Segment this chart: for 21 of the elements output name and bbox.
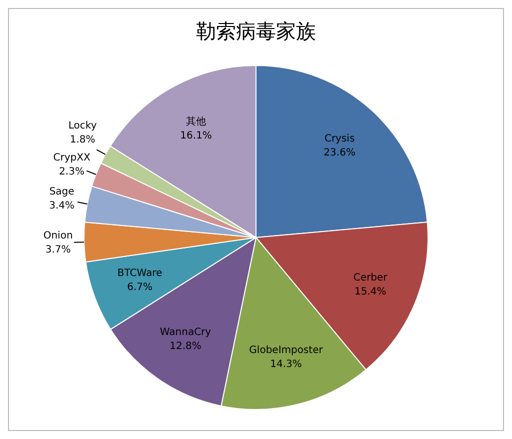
slice-label: CrypXX — [53, 152, 90, 164]
slice-label: WannaCry — [160, 326, 212, 338]
data-label: 14.3% — [270, 359, 302, 370]
chart-title: 勒索病毒家族 — [196, 19, 316, 44]
data-label: 6.7% — [127, 282, 152, 293]
slice-label: Onion — [43, 230, 73, 242]
data-label: 2.3% — [59, 166, 84, 178]
slice-label: Locky — [68, 120, 97, 132]
slice-label: Sage — [49, 186, 74, 198]
data-label: 1.8% — [70, 134, 96, 146]
data-label: 3.4% — [49, 200, 74, 212]
data-label: 3.7% — [45, 244, 71, 256]
slice-label: 其他 — [186, 116, 206, 128]
slice-label: Crysis — [324, 134, 355, 145]
data-label: 23.6% — [324, 148, 356, 159]
slice-label: BTCWare — [117, 268, 162, 279]
data-label: 15.4% — [354, 286, 386, 298]
data-label: 16.1% — [180, 130, 212, 142]
slice-label: Cerber — [353, 272, 388, 284]
data-label: 12.8% — [170, 340, 202, 352]
slice-label: GlobeImposter — [249, 345, 324, 356]
